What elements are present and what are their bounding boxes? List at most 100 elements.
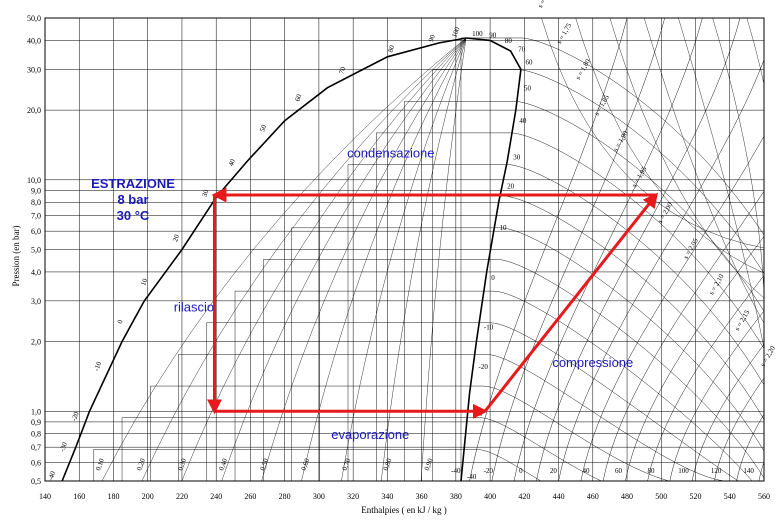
- y-tick-label: 0,6: [31, 459, 41, 468]
- extraction-pressure: 8 bar: [117, 192, 148, 207]
- isotherm-line: [234, 290, 753, 481]
- y-tick-label: 0,7: [31, 443, 41, 452]
- temperature-label-liquid: -10: [92, 360, 103, 372]
- isotherm-line: [460, 37, 764, 481]
- quality-line: [141, 37, 467, 481]
- temperature-label-vapor: 0: [491, 274, 495, 282]
- quality-line: [101, 37, 467, 481]
- quality-line: [221, 37, 467, 481]
- quality-line: [341, 37, 467, 481]
- quality-label: 0,70: [341, 457, 353, 472]
- quality-line: [381, 37, 467, 481]
- isochore-line: [678, 18, 764, 349]
- temperature-label-bottom: 0: [519, 467, 523, 475]
- temperature-label-liquid: 30: [201, 188, 211, 198]
- temperature-label-bottom: 120: [711, 467, 722, 475]
- temperature-label-bottom: 100: [678, 467, 689, 475]
- x-tick-label: 300: [313, 492, 325, 501]
- isochore-line: [609, 18, 764, 299]
- isochore-line: [643, 18, 764, 324]
- isentropic-line: [513, 18, 703, 481]
- temperature-label-liquid: 100: [450, 26, 461, 39]
- x-tick-label: 320: [347, 492, 359, 501]
- cycle-annotation: evaporazione: [331, 427, 409, 442]
- temperature-label-vapor: 10: [500, 224, 508, 232]
- extraction-title: ESTRAZIONE: [91, 176, 175, 191]
- x-tick-label: 240: [210, 492, 222, 501]
- cycle-annotation: rilascio: [174, 299, 214, 314]
- temperature-label-liquid: -20: [70, 410, 81, 422]
- isochore-line: [575, 18, 764, 274]
- y-tick-label: 0,5: [31, 477, 41, 486]
- temperature-label-bottom: -40: [451, 467, 461, 475]
- quality-label: 0,50: [258, 457, 270, 472]
- y-tick-label: 40,0: [27, 36, 41, 45]
- y-tick-label: 6,0: [31, 227, 41, 236]
- temperature-label-vapor: 70: [518, 46, 526, 54]
- quality-labels: 0,10 0,20 0,30 0,40 0,50 0,60 0,70 0,80 0,90: [94, 457, 435, 472]
- isentropic-line: [536, 18, 741, 481]
- x-tick-label: 280: [279, 492, 291, 501]
- refrigeration-cycle: [206, 187, 659, 419]
- temperature-label-vapor: 90: [489, 32, 497, 40]
- isentropic-line: [669, 310, 764, 481]
- y-tick-label: 0,9: [31, 418, 41, 427]
- x-tick-label: 380: [450, 492, 462, 501]
- temperature-label-bottom: 140: [743, 467, 754, 475]
- x-tick-label: 200: [142, 492, 154, 501]
- isentropic-line: [736, 413, 764, 481]
- x-tick-label: 260: [244, 492, 256, 501]
- isentropic-line: [625, 235, 764, 481]
- isotherm-line: [432, 69, 764, 481]
- y-tick-label: 10,0: [27, 176, 41, 185]
- x-tick-label: 560: [758, 492, 770, 501]
- temperature-label-vapor: 20: [507, 183, 515, 191]
- quality-line: [301, 37, 467, 481]
- quality-line: [420, 37, 467, 481]
- temperature-label-bottom: 80: [648, 467, 656, 475]
- temperature-label-liquid: 50: [258, 123, 268, 133]
- x-tick-label: 480: [621, 492, 633, 501]
- temperature-label-liquid: -40: [46, 470, 57, 482]
- quality-label: 0,60: [300, 457, 312, 472]
- isentropic-line: [602, 190, 764, 481]
- x-tick-label: 500: [655, 492, 667, 501]
- temperature-label-vapor: 40: [519, 117, 527, 125]
- temperature-label-liquid: 40: [227, 158, 237, 168]
- cycle-annotation: condensazione: [347, 145, 434, 160]
- quality-label: 0,20: [135, 457, 147, 472]
- temperature-label-vapor: 100: [472, 30, 483, 38]
- temperature-label-vapor: -40: [467, 473, 477, 481]
- x-axis-title: Enthalpies ( en kJ / kg ): [361, 505, 446, 515]
- isotherm-line: [291, 227, 764, 481]
- entropy-label: s = 1,75: [555, 21, 573, 45]
- isochore-line: [541, 18, 764, 249]
- x-tick-label: 540: [724, 492, 736, 501]
- x-tick-label: 420: [518, 492, 530, 501]
- temperature-label-liquid: 80: [386, 44, 396, 54]
- y-tick-label: 20,0: [27, 106, 41, 115]
- isentropic-line: [647, 275, 764, 481]
- y-tick-label: 4,0: [31, 268, 41, 277]
- y-tick-label: 3,0: [31, 297, 41, 306]
- isentropic-line: [491, 18, 665, 481]
- isentropic-line: [714, 377, 764, 481]
- entropy-label: s = 1,85: [593, 93, 611, 117]
- isotherm-line: [121, 417, 698, 481]
- x-tick-label: 340: [381, 492, 393, 501]
- cycle-segment: [483, 192, 659, 413]
- temperature-label-liquid: 20: [171, 233, 181, 243]
- temperature-label-vapor: -20: [478, 363, 488, 371]
- entropy-label: s = 2,05: [682, 237, 700, 261]
- temperature-label-bottom: -20: [484, 467, 494, 475]
- temperature-label-vapor: -10: [484, 324, 494, 332]
- entropy-label: s = 1,70: [536, 0, 554, 9]
- x-tick-label: 360: [416, 492, 428, 501]
- isochore-line: [746, 18, 764, 398]
- isotherm-line: [376, 132, 764, 481]
- y-tick-label: 5,0: [31, 246, 41, 255]
- x-tick-label: 400: [484, 492, 496, 501]
- y-tick-label: 0,8: [31, 430, 41, 439]
- isentropic-line: [580, 135, 764, 481]
